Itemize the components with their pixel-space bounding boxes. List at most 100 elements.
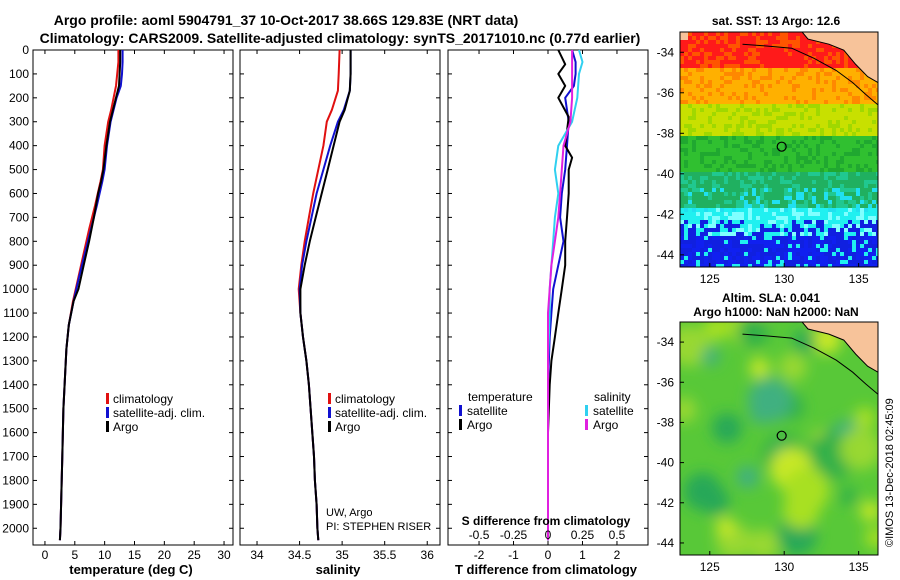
sst-cell <box>732 64 736 68</box>
sst-cell <box>772 128 776 132</box>
sst-cell <box>792 88 796 92</box>
sst-cell <box>736 132 740 136</box>
sst-cell <box>768 32 772 36</box>
sst-cell <box>796 104 800 108</box>
sst-cell <box>728 124 732 128</box>
sst-cell <box>728 108 732 112</box>
sst-cell <box>752 108 756 112</box>
sst-cell <box>792 104 796 108</box>
sst-cell <box>756 116 760 120</box>
sst-cell <box>748 124 752 128</box>
sst-cell <box>716 44 720 48</box>
x-tick-label: 5 <box>71 548 78 562</box>
sst-cell <box>804 224 808 228</box>
sst-cell <box>848 200 852 204</box>
sst-cell <box>724 200 728 204</box>
sst-cell <box>804 44 808 48</box>
sst-cell <box>780 104 784 108</box>
sst-cell <box>724 176 728 180</box>
sst-cell <box>872 144 876 148</box>
sst-cell <box>772 120 776 124</box>
sst-cell <box>744 180 748 184</box>
sst-cell <box>764 92 768 96</box>
sst-cell <box>800 96 804 100</box>
sla-blob <box>680 397 697 423</box>
sst-cell <box>680 228 684 232</box>
sst-cell <box>752 52 756 56</box>
sst-cell <box>876 208 878 212</box>
sst-cell <box>732 44 736 48</box>
sst-cell <box>816 76 820 80</box>
sst-cell <box>852 184 856 188</box>
sst-cell <box>752 168 756 172</box>
sst-map-frame <box>679 31 879 268</box>
sst-cell <box>844 204 848 208</box>
sst-cell <box>740 256 744 260</box>
sst-cell <box>700 228 704 232</box>
sst-cell <box>876 92 878 96</box>
sst-cell <box>840 232 844 236</box>
sst-cell <box>744 228 748 232</box>
sst-cell <box>752 164 756 168</box>
sst-cell <box>876 116 878 120</box>
sst-cell <box>700 52 704 56</box>
sst-cell <box>732 184 736 188</box>
sst-cell <box>784 264 788 267</box>
sst-cell <box>776 128 780 132</box>
sst-cell <box>804 148 808 152</box>
sst-cell <box>732 116 736 120</box>
sst-cell <box>868 112 872 116</box>
sst-cell <box>828 176 832 180</box>
sst-cell <box>872 260 876 264</box>
sst-cell <box>752 228 756 232</box>
sst-cell <box>780 88 784 92</box>
sst-cell <box>692 64 696 68</box>
sst-cell <box>748 172 752 176</box>
sst-cell <box>708 176 712 180</box>
x-tick-label: 20 <box>158 548 172 562</box>
sst-cell <box>724 180 728 184</box>
sst-cell <box>876 176 878 180</box>
sst-cell <box>832 172 836 176</box>
sst-cell <box>792 188 796 192</box>
sst-cell <box>844 244 848 248</box>
sst-cell <box>796 88 800 92</box>
sla-map-title-line1: Altim. SLA: 0.041 <box>722 291 820 305</box>
sst-cell <box>840 72 844 76</box>
sst-cell <box>724 100 728 104</box>
sst-cell <box>876 88 878 92</box>
sst-cell <box>680 80 684 84</box>
sst-cell <box>860 224 864 228</box>
x-tick-label: 10 <box>98 548 112 562</box>
sst-cell <box>772 208 776 212</box>
sst-cell <box>688 208 692 212</box>
sst-cell <box>720 236 724 240</box>
sst-cell <box>724 116 728 120</box>
sst-cell <box>840 68 844 72</box>
sst-cell <box>708 148 712 152</box>
sst-cell <box>696 220 700 224</box>
sst-cell <box>680 244 684 248</box>
sst-cell <box>848 164 852 168</box>
sst-cell <box>780 48 784 52</box>
sst-cell <box>808 188 812 192</box>
sst-cell <box>780 56 784 60</box>
sst-cell <box>772 236 776 240</box>
sst-cell <box>740 56 744 60</box>
sst-cell <box>840 256 844 260</box>
sst-cell <box>764 104 768 108</box>
sst-cell <box>820 252 824 256</box>
sst-cell <box>876 212 878 216</box>
sst-cell <box>700 36 704 40</box>
sst-cell <box>808 136 812 140</box>
sst-cell <box>796 56 800 60</box>
sst-cell <box>824 120 828 124</box>
y-tick-label: 400 <box>9 139 29 153</box>
sst-cell <box>696 176 700 180</box>
sst-cell <box>688 60 692 64</box>
sst-cell <box>732 56 736 60</box>
sst-cell <box>872 88 876 92</box>
sst-cell <box>684 188 688 192</box>
sst-cell <box>776 72 780 76</box>
sst-cell <box>740 220 744 224</box>
